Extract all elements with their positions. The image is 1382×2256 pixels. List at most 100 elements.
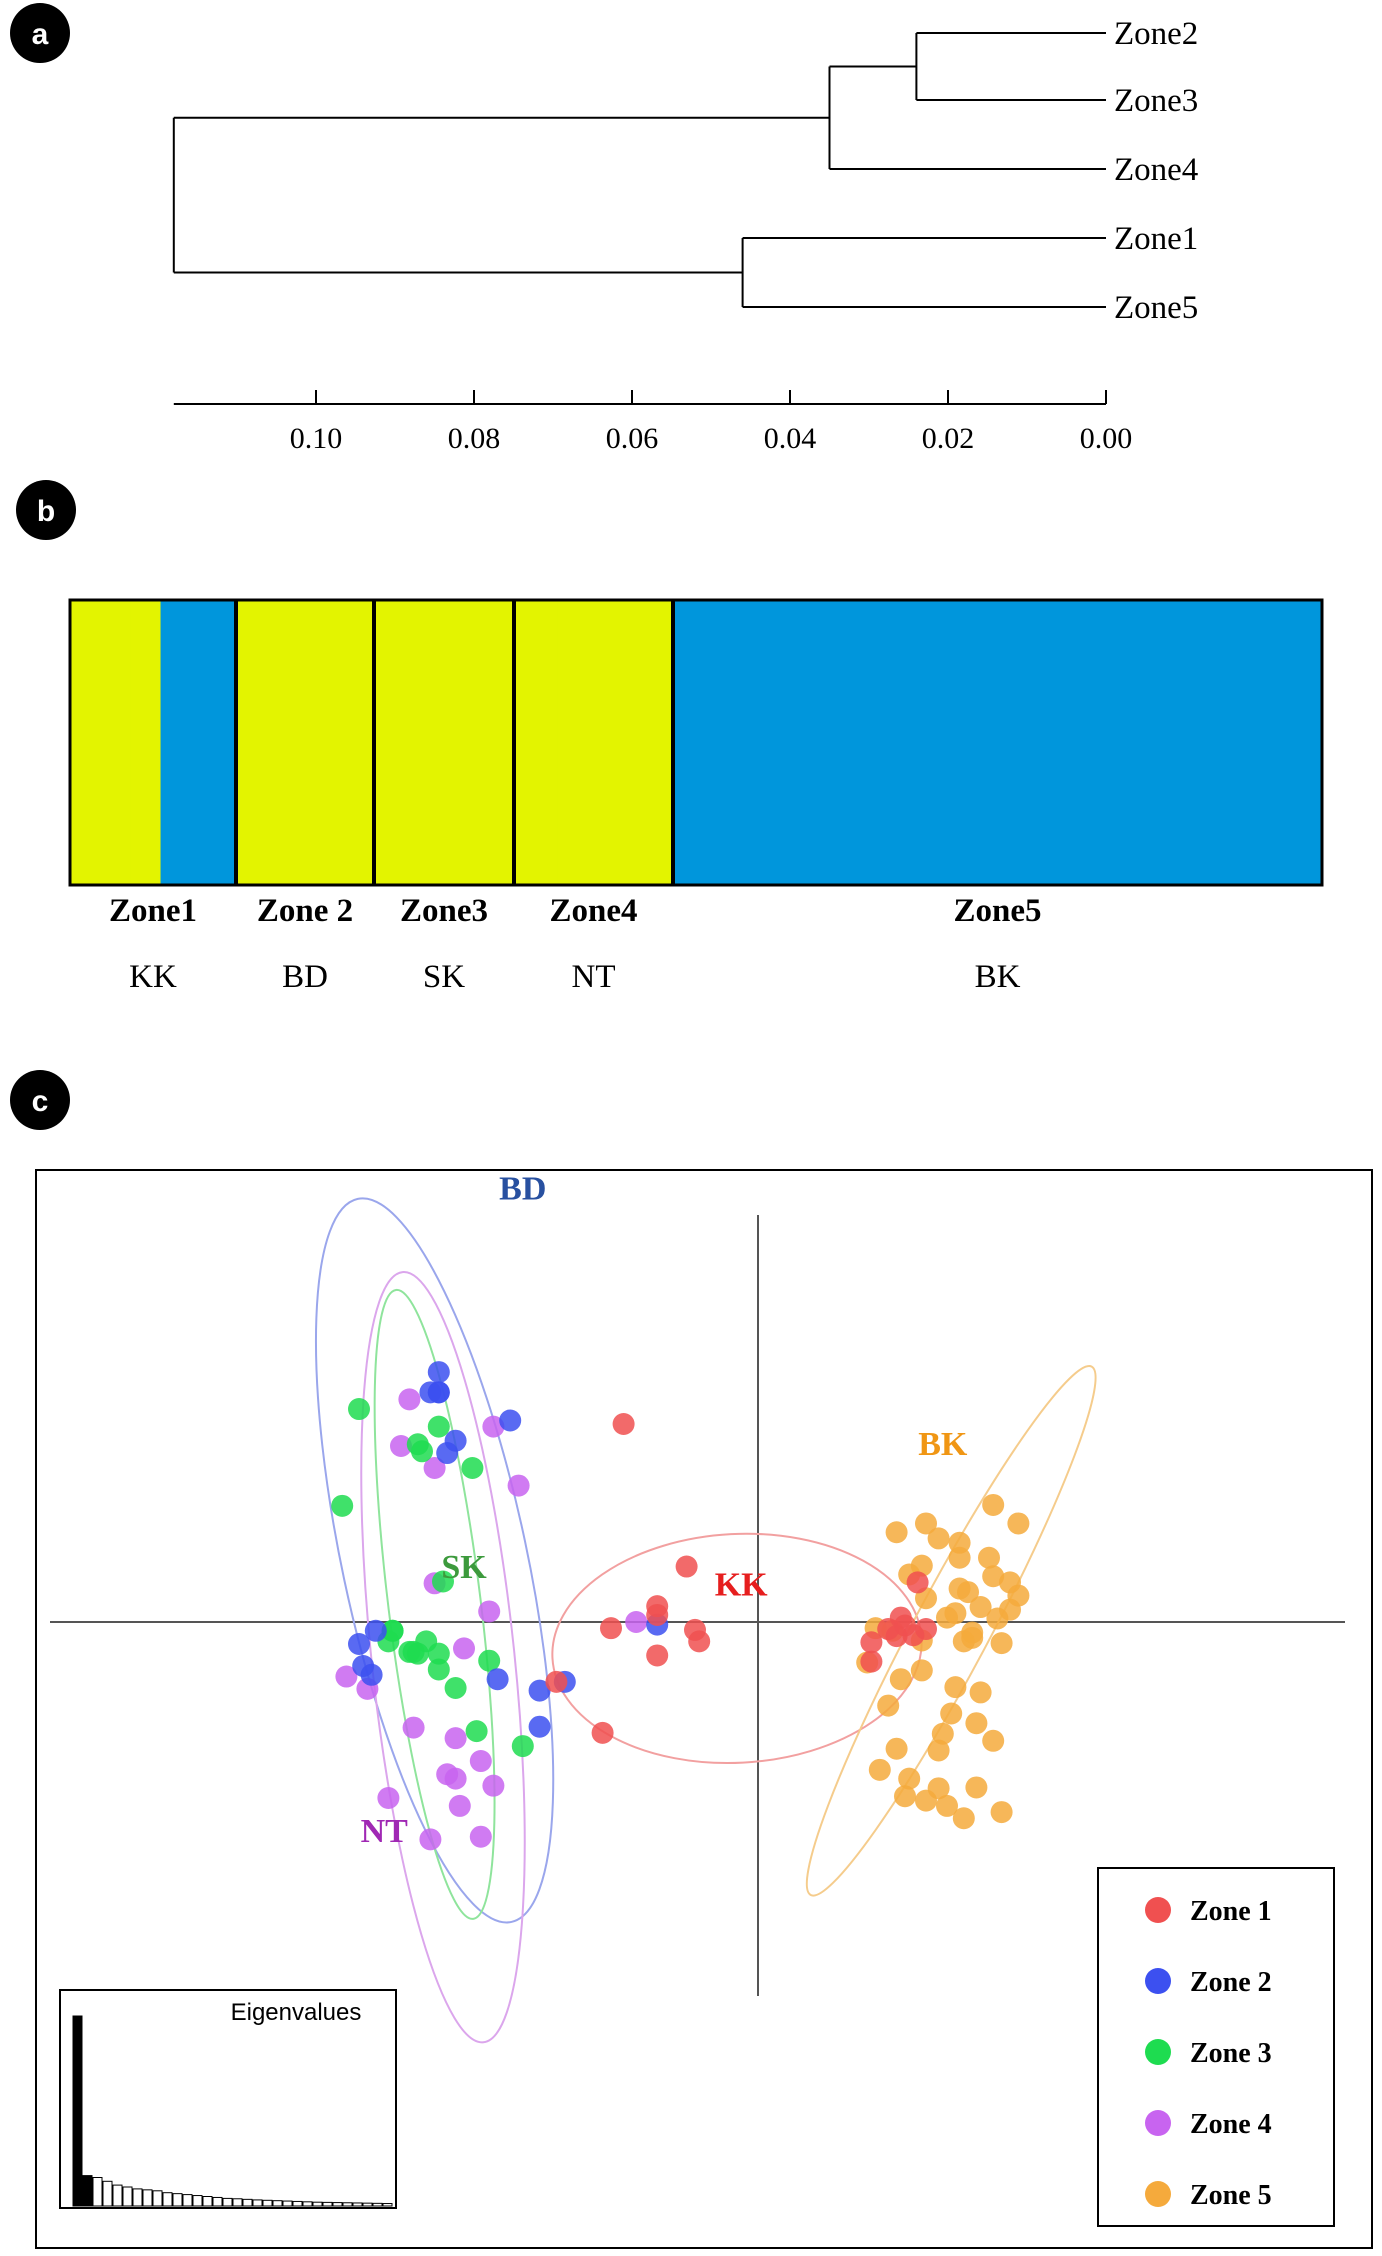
structure-bar-zone5: [1059, 600, 1075, 885]
pca-eigenvalue-bar: [342, 2202, 353, 2207]
pca-point-zone5: [915, 1512, 937, 1535]
structure-bar-zone2: [291, 600, 306, 885]
structure-bar-zone5: [1045, 600, 1061, 885]
structure-bar-zone3: [486, 600, 501, 885]
structure-bar-zone2: [249, 600, 265, 885]
pca-point-zone5: [990, 1632, 1013, 1655]
structure-bar-zone5: [1197, 600, 1213, 885]
pca-eigenvalue-frame: [59, 1989, 397, 2209]
structure-bar-zone1: [205, 600, 222, 885]
pca-eigenvalue-bar: [162, 2192, 173, 2207]
pca-point-zone4: [482, 1774, 505, 1797]
structure-bar-zone5: [1128, 600, 1144, 885]
pca-eigenvalue-bar: [352, 2202, 363, 2207]
pca-point-zone4: [448, 1794, 471, 1817]
pca-point-zone1: [902, 1624, 925, 1647]
pca-eigenvalue-bar: [172, 2193, 183, 2207]
pca-point-zone4: [469, 1750, 492, 1773]
pca-eigenvalue-bar: [192, 2195, 203, 2207]
pca-point-zone5: [915, 1789, 937, 1812]
structure-bar-zone5: [935, 600, 950, 885]
pca-point-zone2: [528, 1679, 551, 1702]
structure-bar-zone5: [811, 600, 826, 885]
pca-point-zone4: [482, 1415, 505, 1438]
structure-bar-zone5: [769, 600, 785, 885]
structure-bar-zone5: [1252, 600, 1268, 885]
pca-eigenvalue-bar: [372, 2202, 383, 2207]
dendrogram-axis-tick-label: 0.06: [606, 422, 659, 455]
pca-eigenvalue-bar: [102, 2180, 113, 2207]
pca-point-zone1: [860, 1650, 883, 1673]
dendrogram-leaf-label: Zone2: [1114, 16, 1198, 52]
structure-bar-zone5: [838, 600, 854, 885]
pca-point-zone5: [948, 1546, 971, 1569]
pca-eigenvalue-bar: [292, 2200, 303, 2207]
structure-bar-zone5: [990, 600, 1006, 885]
structure-zone-label: Zone1: [109, 893, 197, 929]
pca-ellipse-bk: [805, 1365, 1097, 1897]
structure-bar-zone3: [472, 600, 487, 885]
pca-point-zone4: [453, 1637, 475, 1660]
pca-point-zone1: [545, 1670, 568, 1693]
structure-bar-zone5: [893, 600, 909, 885]
pca-point-zone3: [478, 1649, 501, 1672]
pca-point-zone5: [1007, 1512, 1030, 1535]
structure-site-label: BK: [975, 959, 1021, 995]
pca-point-zone4: [423, 1457, 446, 1479]
pca-eigenvalue-bar: [112, 2184, 123, 2207]
structure-bar-zone2: [277, 600, 292, 885]
dendrogram-leaf-label: Zone3: [1114, 83, 1198, 119]
pca-point-zone4: [444, 1727, 467, 1750]
structure-bar-zone4: [629, 600, 645, 885]
pca-point-zone4: [469, 1825, 492, 1848]
pca-point-zone1: [860, 1631, 883, 1654]
pca-point-zone5: [940, 1702, 963, 1725]
structure-bar-zone5: [1280, 600, 1295, 885]
structure-bar-zone2: [263, 600, 278, 885]
structure-bar-zone1: [130, 600, 147, 885]
structure-bar-zone4: [571, 600, 587, 885]
pca-eigenvalue-bar: [282, 2200, 293, 2207]
pca-legend-label: Zone 5: [1190, 2180, 1272, 2211]
pca-point-zone3: [427, 1658, 450, 1681]
dendrogram-axis-tick-label: 0.04: [764, 422, 817, 455]
pca-point-zone3: [444, 1677, 467, 1699]
structure-bar-zone5: [1156, 600, 1171, 885]
pca-eigenvalue-bar: [202, 2196, 213, 2207]
dendrogram-axis-tick-label: 0.10: [290, 422, 343, 455]
pca-legend-label: Zone 3: [1190, 2038, 1272, 2069]
pca-point-zone4: [507, 1474, 530, 1497]
structure-bar-zone5: [866, 600, 881, 885]
structure-bar-zone1: [70, 600, 86, 885]
structure-site-label: NT: [572, 959, 616, 995]
structure-bar-zone5: [783, 600, 798, 885]
pca-point-zone2: [436, 1442, 459, 1465]
pca-point-zone2: [499, 1409, 522, 1432]
pca-eigenvalue-bar: [92, 2177, 103, 2207]
structure-bar-zone5: [1114, 600, 1130, 885]
structure-bar-zone5: [1266, 600, 1282, 885]
pca-point-zone4: [478, 1600, 501, 1623]
structure-bar-zone4: [528, 600, 544, 885]
structure-site-label: SK: [423, 959, 465, 995]
dendrogram-leaf-label: Zone1: [1114, 221, 1198, 257]
structure-bar-zone5: [714, 600, 729, 885]
structure-bar-zone5: [797, 600, 812, 885]
pca-point-zone3: [511, 1735, 534, 1758]
structure-bar-zone1: [145, 600, 162, 885]
structure-bar-zone4: [600, 600, 616, 885]
pca-point-zone5: [898, 1767, 921, 1790]
pca-eigenvalue-bar: [332, 2202, 343, 2207]
pca-point-zone3: [411, 1440, 433, 1463]
pca-legend-label: Zone 2: [1190, 1967, 1272, 1998]
pca-eigenvalue-bar: [182, 2194, 193, 2207]
pca-eigenvalue-bar: [232, 2198, 243, 2207]
structure-bar-zone2: [360, 600, 375, 885]
panel-b-label: b: [37, 495, 55, 528]
structure-bar-zone3: [430, 600, 445, 885]
pca-legend-marker: [1145, 2181, 1171, 2207]
structure-bar-zone3: [374, 600, 389, 885]
pca-eigenvalue-bar: [212, 2196, 223, 2207]
panel-c-label: c: [32, 1085, 49, 1118]
structure-bar-zone5: [1294, 600, 1309, 885]
